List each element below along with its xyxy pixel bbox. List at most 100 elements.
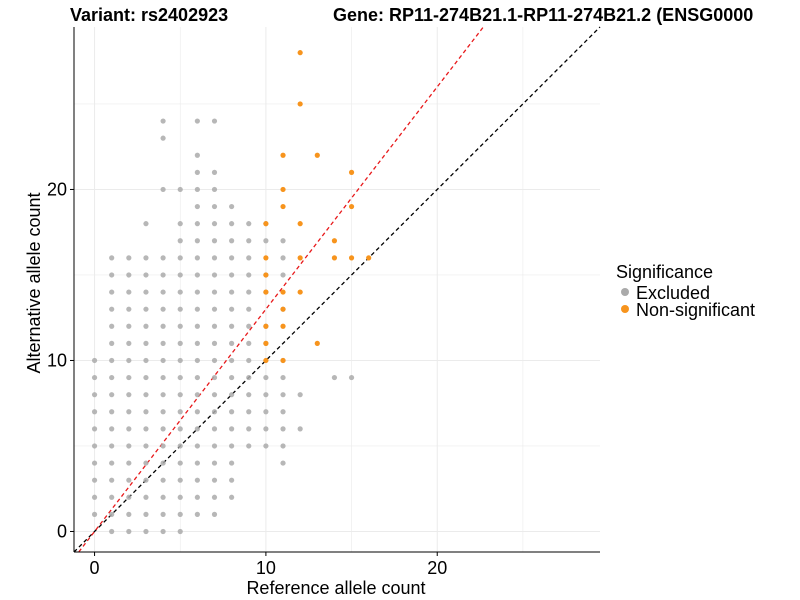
- point-excluded-109: [194, 255, 200, 261]
- point-excluded-55: [143, 426, 149, 432]
- point-excluded-19: [109, 409, 115, 415]
- point-excluded-124: [194, 511, 200, 517]
- point-excluded-161: [229, 443, 235, 449]
- point-excluded-34: [126, 374, 132, 381]
- point-excluded-168: [246, 272, 252, 278]
- legend-swatch-excluded: [621, 288, 629, 296]
- point-excluded-102: [194, 118, 200, 124]
- point-non-significant-14: [348, 255, 355, 261]
- point-excluded-188: [263, 426, 269, 432]
- point-excluded-169: [246, 289, 252, 295]
- point-non-significant-20: [280, 306, 286, 312]
- point-excluded-114: [194, 340, 200, 346]
- point-excluded-99: [177, 494, 183, 500]
- point-non-significant-17: [263, 289, 269, 295]
- point-excluded-13: [109, 306, 115, 312]
- point-excluded-118: [194, 409, 200, 415]
- point-excluded-73: [160, 392, 166, 398]
- point-excluded-166: [246, 238, 252, 244]
- point-excluded-137: [211, 357, 218, 364]
- legend-title: Significance: [616, 262, 713, 282]
- point-excluded-121: [194, 460, 200, 466]
- point-excluded-95: [177, 426, 183, 432]
- point-excluded-51: [143, 357, 149, 364]
- point-excluded-135: [211, 323, 218, 329]
- x-tick-label-10: 10: [256, 558, 276, 578]
- point-excluded-84: [177, 238, 183, 244]
- point-excluded-128: [211, 203, 218, 210]
- point-excluded-175: [246, 392, 252, 398]
- point-excluded-139: [211, 392, 218, 398]
- point-excluded-104: [194, 169, 200, 175]
- point-excluded-154: [229, 323, 235, 329]
- point-excluded-70: [160, 340, 166, 346]
- point-excluded-58: [143, 477, 149, 483]
- point-excluded-62: [160, 118, 166, 124]
- point-excluded-82: [177, 186, 183, 193]
- point-excluded-27: [126, 255, 132, 261]
- point-excluded-129: [211, 221, 218, 227]
- point-excluded-17: [109, 374, 115, 381]
- point-excluded-130: [211, 238, 218, 244]
- point-excluded-47: [143, 289, 149, 295]
- point-excluded-199: [280, 443, 286, 449]
- point-non-significant-3: [314, 152, 320, 158]
- point-excluded-132: [211, 272, 218, 278]
- axes: 0 10 20 0 10 20: [47, 27, 600, 578]
- point-excluded-106: [194, 203, 200, 210]
- y-axis-title: Alternative allele count: [24, 192, 44, 373]
- point-excluded-152: [229, 289, 235, 295]
- point-excluded-49: [143, 323, 149, 329]
- point-excluded-123: [194, 494, 200, 500]
- point-excluded-29: [126, 289, 132, 295]
- point-excluded-20: [109, 426, 115, 432]
- point-excluded-171: [246, 323, 252, 329]
- point-excluded-150: [229, 255, 235, 261]
- point-excluded-125: [211, 118, 218, 124]
- point-excluded-4: [91, 426, 98, 432]
- point-excluded-138: [211, 374, 218, 381]
- y-tick-label-10: 10: [47, 350, 67, 370]
- point-excluded-190: [280, 238, 286, 244]
- y-tick-label-20: 20: [47, 179, 67, 199]
- point-excluded-9: [91, 511, 98, 517]
- point-excluded-10: [109, 255, 115, 261]
- point-excluded-146: [211, 511, 218, 517]
- point-excluded-75: [160, 426, 166, 432]
- point-excluded-122: [194, 477, 200, 483]
- point-excluded-120: [194, 443, 200, 449]
- point-excluded-170: [246, 306, 252, 312]
- point-excluded-140: [211, 409, 218, 415]
- point-excluded-119: [194, 426, 200, 432]
- point-excluded-147: [229, 203, 235, 210]
- point-non-significant-7: [348, 203, 355, 210]
- point-excluded-187: [263, 409, 269, 415]
- data-points: [91, 50, 372, 535]
- point-excluded-24: [109, 494, 115, 500]
- point-excluded-174: [246, 374, 252, 381]
- point-excluded-108: [194, 238, 200, 244]
- point-non-significant-23: [263, 340, 269, 346]
- point-excluded-48: [143, 306, 149, 312]
- point-non-significant-1: [297, 101, 303, 107]
- point-excluded-89: [177, 323, 183, 329]
- point-excluded-111: [194, 289, 200, 295]
- point-non-significant-22: [280, 323, 286, 329]
- point-excluded-80: [160, 511, 166, 517]
- x-tick-label-0: 0: [90, 558, 100, 578]
- point-excluded-148: [229, 221, 235, 227]
- point-excluded-41: [126, 494, 132, 500]
- point-excluded-56: [143, 443, 149, 449]
- point-excluded-115: [194, 357, 200, 364]
- point-excluded-43: [126, 528, 132, 535]
- point-excluded-127: [211, 186, 218, 193]
- point-excluded-81: [160, 528, 166, 535]
- point-excluded-112: [194, 306, 200, 312]
- legend: Significance Excluded Non-significant: [616, 262, 755, 320]
- x-axis-title: Reference allele count: [246, 578, 425, 598]
- point-excluded-31: [126, 323, 132, 329]
- point-excluded-36: [126, 409, 132, 415]
- point-excluded-173: [246, 357, 252, 364]
- point-excluded-76: [160, 443, 166, 449]
- point-non-significant-15: [366, 255, 372, 261]
